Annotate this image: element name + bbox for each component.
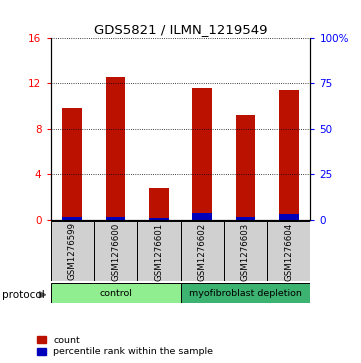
Bar	[51, 283, 180, 303]
Text: protocol: protocol	[2, 290, 44, 300]
Bar	[236, 217, 255, 220]
Text: control: control	[99, 289, 132, 298]
Bar	[106, 216, 125, 220]
Bar	[62, 217, 82, 220]
Bar	[279, 214, 299, 220]
Bar	[192, 213, 212, 220]
Text: GSM1276601: GSM1276601	[155, 222, 163, 281]
Bar	[180, 283, 310, 303]
Title: GDS5821 / ILMN_1219549: GDS5821 / ILMN_1219549	[94, 23, 267, 36]
Bar	[149, 188, 169, 220]
Bar	[192, 88, 212, 220]
Bar	[279, 90, 299, 220]
Bar	[224, 221, 267, 281]
Bar	[149, 218, 169, 220]
Bar	[106, 77, 125, 220]
Text: GSM1276600: GSM1276600	[111, 222, 120, 281]
Bar	[267, 221, 310, 281]
Text: GSM1276602: GSM1276602	[198, 222, 206, 281]
Text: GSM1276599: GSM1276599	[68, 223, 77, 280]
Bar	[62, 109, 82, 220]
Text: myofibroblast depletion: myofibroblast depletion	[189, 289, 302, 298]
Text: GSM1276603: GSM1276603	[241, 222, 250, 281]
Text: GSM1276604: GSM1276604	[284, 222, 293, 281]
Bar	[137, 221, 180, 281]
Bar	[236, 115, 255, 220]
Bar	[51, 221, 94, 281]
Legend: count, percentile rank within the sample: count, percentile rank within the sample	[37, 336, 213, 356]
Bar	[94, 221, 137, 281]
Bar	[180, 221, 224, 281]
